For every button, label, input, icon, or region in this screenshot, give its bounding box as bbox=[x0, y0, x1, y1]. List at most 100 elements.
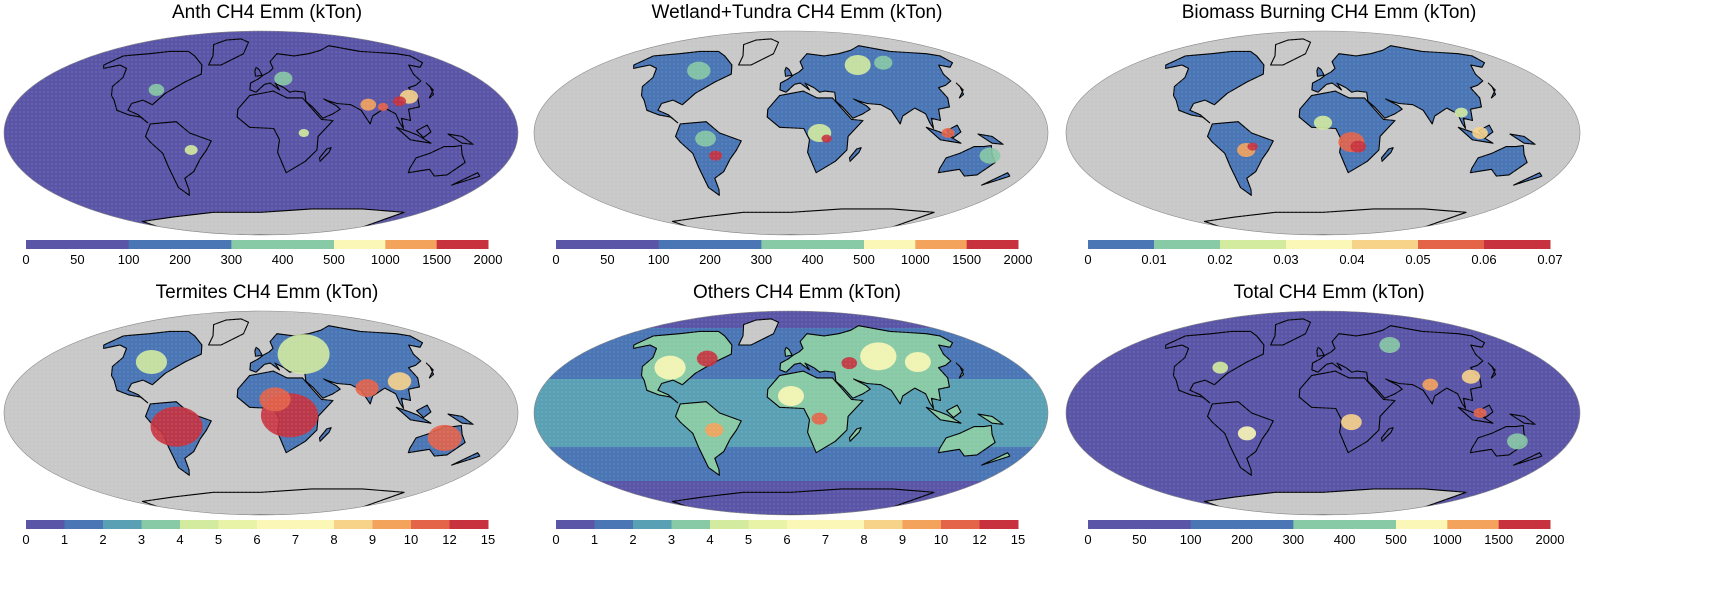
colorbar-tick-label: 300 bbox=[220, 252, 243, 267]
colorbar-tick-label: 500 bbox=[323, 252, 345, 267]
colorbar-tick-label: 400 bbox=[801, 252, 824, 267]
map-panel-others: Others CH4 Emm (kTon) 0 1 2 3 4 5 6 7 8 9 10 12 15 bbox=[532, 282, 1062, 562]
colorbar-tick-label: 0.03 bbox=[1273, 252, 1299, 267]
colorbar-tick-label: 500 bbox=[853, 252, 875, 267]
colorbar bbox=[26, 520, 489, 529]
colorbar-bin bbox=[941, 520, 980, 529]
colorbar-bin bbox=[633, 520, 672, 529]
grid-cells bbox=[4, 31, 518, 235]
colorbar-tick-label: 4 bbox=[706, 532, 714, 547]
colorbar-tick-label: 1500 bbox=[1484, 532, 1514, 547]
colorbar-bin bbox=[787, 520, 826, 529]
colorbar-bin bbox=[128, 240, 181, 249]
colorbar-bin bbox=[1139, 520, 1192, 529]
colorbar-tick-label: 0 bbox=[552, 252, 560, 267]
colorbar-bin bbox=[902, 520, 942, 529]
map-outline bbox=[3, 30, 519, 236]
colorbar-tick-label: 7 bbox=[291, 532, 300, 547]
colorbar-bin bbox=[710, 520, 749, 529]
colorbar-bin bbox=[334, 240, 386, 249]
colorbar-tick-label: 12 bbox=[442, 532, 457, 547]
colorbar-tick-label: 5 bbox=[214, 532, 223, 547]
colorbar-tick-label: 2000 bbox=[1535, 532, 1565, 547]
colorbar-tick-label: 6 bbox=[783, 532, 791, 547]
colorbar-tick-label: 6 bbox=[253, 532, 261, 547]
colorbar-bin bbox=[915, 240, 968, 249]
colorbar-tick-label: 400 bbox=[1333, 532, 1356, 547]
colorbar-tick-label: 15 bbox=[480, 532, 496, 547]
colorbar-bin bbox=[1088, 520, 1140, 529]
panel-title: Total CH4 Emm (kTon) bbox=[1233, 282, 1425, 303]
colorbar-bin bbox=[1220, 240, 1287, 249]
colorbar-bin bbox=[761, 240, 814, 249]
colorbar-tick-label: 2000 bbox=[473, 252, 503, 267]
colorbar-tick-label: 4 bbox=[176, 532, 184, 547]
colorbar-tick-label: 300 bbox=[750, 252, 773, 267]
colorbar-tick-label: 500 bbox=[1385, 532, 1407, 547]
colorbar-bin bbox=[1154, 240, 1221, 249]
colorbar-tick-label: 0.04 bbox=[1339, 252, 1365, 267]
map-outline bbox=[3, 310, 519, 516]
colorbar-tick-label: 300 bbox=[1282, 532, 1305, 547]
map-outline bbox=[1065, 310, 1581, 516]
map-panel-wetland-tundra: Wetland+Tundra CH4 Emm (kTon) 0 50 100 200 3… bbox=[532, 2, 1062, 282]
grid-cells bbox=[1066, 31, 1580, 235]
colorbar-bin bbox=[864, 240, 916, 249]
colorbar-tick-label: 1000 bbox=[370, 252, 400, 267]
panel-title: Others CH4 Emm (kTon) bbox=[693, 282, 901, 303]
colorbar-bin bbox=[1344, 520, 1397, 529]
colorbar-tick-label: 1000 bbox=[900, 252, 930, 267]
colorbar-tick-label: 2 bbox=[99, 532, 107, 547]
colorbar-tick-label: 7 bbox=[821, 532, 830, 547]
colorbar-tick-label: 0.07 bbox=[1537, 252, 1563, 267]
colorbar-bin bbox=[1484, 240, 1551, 249]
colorbar-tick-label: 2 bbox=[629, 532, 637, 547]
colorbar-tick-label: 1000 bbox=[1432, 532, 1462, 547]
colorbar-bin bbox=[282, 240, 335, 249]
colorbar-tick-label: 50 bbox=[1132, 532, 1147, 547]
colorbar-tick-label: 200 bbox=[1231, 532, 1253, 547]
grid-cells bbox=[534, 311, 1048, 515]
world-map bbox=[533, 310, 1049, 516]
colorbar-tick-label: 100 bbox=[1179, 532, 1202, 547]
colorbar-bin bbox=[436, 240, 489, 249]
colorbar-bin bbox=[1286, 240, 1353, 249]
map-outline bbox=[533, 30, 1049, 236]
colorbar-bin bbox=[1293, 520, 1346, 529]
world-map bbox=[1065, 310, 1581, 516]
colorbar-tick-label: 10 bbox=[403, 532, 419, 547]
colorbar-tick-label: 1500 bbox=[422, 252, 452, 267]
grid-cells bbox=[534, 31, 1048, 235]
colorbar-tick-label: 200 bbox=[699, 252, 721, 267]
colorbar-tick-label: 10 bbox=[933, 532, 949, 547]
colorbar-bin bbox=[141, 520, 181, 529]
colorbar-tick-label: 50 bbox=[70, 252, 85, 267]
colorbar bbox=[26, 240, 489, 249]
world-map bbox=[3, 30, 519, 236]
colorbar-tick-label: 0 bbox=[22, 532, 30, 547]
colorbar-bin bbox=[1447, 520, 1500, 529]
colorbar-bin bbox=[594, 520, 634, 529]
colorbar-bin bbox=[748, 520, 788, 529]
colorbar-tick-label: 100 bbox=[647, 252, 670, 267]
colorbar-bin bbox=[295, 520, 335, 529]
colorbar-bin bbox=[180, 520, 219, 529]
colorbar-tick-label: 9 bbox=[898, 532, 907, 547]
colorbar-bin bbox=[26, 520, 65, 529]
colorbar-bin bbox=[449, 520, 489, 529]
world-map bbox=[1065, 30, 1581, 236]
colorbar-tick-label: 100 bbox=[117, 252, 140, 267]
map-panel-anth: Anth CH4 Emm (kTon) 0 50 100 200 300 400 500 10… bbox=[2, 2, 532, 282]
colorbar-bin bbox=[1498, 520, 1551, 529]
colorbar-bin bbox=[26, 240, 78, 249]
colorbar-tick-label: 200 bbox=[169, 252, 191, 267]
panel-title: Anth CH4 Emm (kTon) bbox=[171, 2, 363, 23]
colorbar-bin bbox=[658, 240, 711, 249]
grid-cells bbox=[4, 311, 518, 515]
colorbar-bin bbox=[825, 520, 865, 529]
colorbar-tick-label: 0 bbox=[552, 532, 560, 547]
colorbar bbox=[556, 240, 1019, 249]
colorbar-tick-label: 0.02 bbox=[1207, 252, 1233, 267]
colorbar-tick-label: 5 bbox=[744, 532, 753, 547]
colorbar-tick-label: 0 bbox=[1084, 532, 1092, 547]
